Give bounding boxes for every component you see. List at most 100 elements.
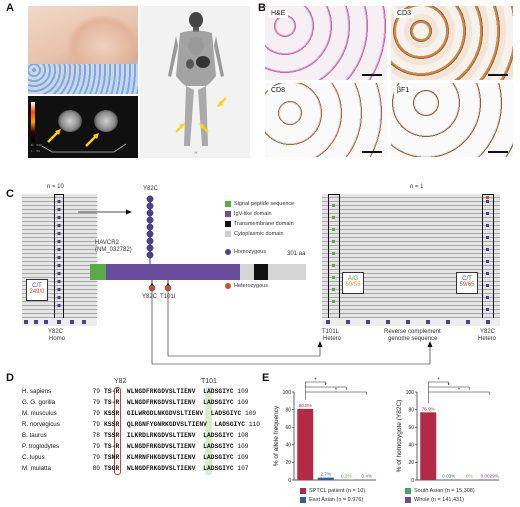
ct-arrows: [41, 129, 127, 153]
ct-colorbar: [31, 102, 35, 142]
left-n-label: n = 10: [47, 184, 64, 190]
legend-swatch-cytoplasmic: [225, 231, 231, 237]
y-tick-label: 0: [288, 478, 291, 484]
right-variant2-label: Y82C: [480, 329, 496, 335]
left-genotype: C/T: [32, 283, 42, 289]
alignment-row: G. G. gorilla 79 TS-R WLNGDFRKGDVSLTIENV L…: [22, 399, 249, 406]
homozygous-lollipop: [146, 195, 154, 266]
y-tick-label: 80: [285, 407, 291, 413]
legend-e-whole: Whole (n = 141,431): [405, 497, 464, 503]
reverse-complement-label: Reverse complement: [384, 329, 441, 335]
data-label: 0%: [466, 474, 473, 479]
panel-d-letter: D: [6, 372, 14, 384]
reverse-genome-label: genome sequence: [388, 336, 438, 342]
patterned-cloth: [28, 64, 138, 94]
right-variant-dots: [322, 196, 500, 326]
legend-homozygous: Homozygous: [225, 249, 266, 255]
left-variant-label: Y82C: [48, 329, 64, 335]
right-read-count-2: 59/65: [459, 282, 475, 288]
left-genotype-box: C/T 249/0: [26, 279, 48, 301]
ct-scan-image: W: 500 L: 50: [28, 96, 138, 158]
mucin-region: [240, 264, 254, 280]
cd8-scale-bar: [362, 151, 382, 153]
he-label: H&E: [268, 9, 289, 18]
significance-bracket: [305, 391, 367, 400]
data-label: 0.0029%: [481, 474, 499, 479]
left-variant-zygosity: Homo: [49, 336, 66, 342]
alignment-header-y82: Y82: [114, 378, 127, 385]
left-variant-dots: [22, 200, 97, 326]
pet-letter: H: [195, 150, 198, 155]
left-igv-alignment: C/T 249/0: [22, 194, 97, 326]
cd3-scale-bar: [488, 74, 508, 76]
het-variant-label-2: T101I: [160, 294, 176, 300]
right-variant2-zygosity: Hetero: [478, 336, 497, 342]
bf1-label: βF1: [394, 86, 413, 95]
gene-length: 301 aa: [287, 251, 306, 257]
y-tick-label: 0: [411, 478, 414, 484]
right-genotype-1: A/G: [347, 276, 359, 282]
cd8-label: CD8: [268, 86, 289, 95]
data-label: 76.9%: [422, 406, 435, 411]
left-read-count: 249/0: [29, 289, 45, 295]
significance-bracket: [305, 381, 326, 400]
legend-swatch-transmembrane: [225, 221, 231, 227]
significance-bracket: [428, 391, 490, 404]
legend-e-south-asian: South Asian (n = 15,308): [405, 488, 475, 494]
ct-scale-bottom: L: 50: [31, 150, 41, 153]
y-tick-label: 60: [408, 425, 414, 431]
significance-star: *: [448, 382, 451, 388]
panel-b-letter: B: [258, 2, 266, 14]
alignment-row: B. taurus 78 TSSR ILKRDLRKGDVSLTIENV LADSG…: [22, 432, 249, 439]
y-axis-label: % of homozygote (Y82C): [396, 400, 403, 473]
right-read-count-1: 59/55: [345, 282, 361, 288]
right-igv-alignment: A/G 59/55 C/T 59/65: [322, 194, 500, 326]
panel-a-letter: A: [6, 2, 14, 14]
legend-cytoplasmic: Cytoplasmic domain: [225, 231, 284, 237]
gene-accession: (NM_032782): [95, 247, 132, 253]
legend-e-east-asian: East Asian (n = 9,976): [300, 497, 363, 503]
data-label: 2.7%: [321, 472, 331, 477]
y-tick-label: 60: [285, 425, 291, 431]
y-tick-label: 40: [408, 443, 414, 449]
legend-igv: IgV-like domain: [225, 211, 272, 217]
cd3-stain-image: CD3: [391, 6, 513, 80]
legend-signal-peptide: Signal peptide sequence: [225, 201, 294, 207]
data-label: 80.8%: [299, 403, 312, 408]
ct-right-thigh: [94, 110, 118, 132]
signal-peptide-domain: [90, 264, 106, 280]
right-genotype-box-1: A/G 59/55: [342, 272, 364, 294]
legend-e-sptcl: SPTCL patient (n = 10): [300, 488, 365, 494]
transmembrane-domain: [254, 264, 268, 280]
data-label: 0.4%: [362, 474, 372, 479]
allele-frequency-chart: % of allele frequency 0 20 40 60 80 100 80.8% 2.…: [273, 377, 376, 484]
protein-domain-diagram: [90, 264, 306, 292]
homozygote-chart: % of homozygote (Y82C) 0 20 40 60 80 100 76.9% 0…: [396, 377, 499, 484]
igv-domain: [106, 264, 240, 280]
data-label: 0.2%: [341, 474, 351, 479]
t101-column-highlight: [205, 387, 212, 475]
bar: [317, 477, 334, 480]
significance-star: *: [335, 387, 338, 393]
het-variant-label-1: Y82C: [142, 294, 158, 300]
gene-name: HAVCR2: [95, 240, 119, 246]
alignment-row: R. norvegicus 79 KSSR QLRGNFYGNRKGDVSLTIEN…: [22, 421, 260, 428]
right-variant1-zygosity: Hetero: [323, 336, 342, 342]
alignment-header-t101: T101: [201, 378, 217, 385]
homo-variant-top-label: Y82C: [143, 186, 159, 192]
significance-bracket: [428, 381, 449, 404]
significance-star: *: [437, 377, 440, 383]
significance-bracket: [428, 386, 470, 404]
legend-dot-homozygous: [225, 249, 231, 255]
he-stain-image: H&E: [265, 6, 387, 80]
y-tick-label: 40: [285, 443, 291, 449]
legend-dot-heterozygous: [225, 283, 231, 289]
y82-column-highlight: [114, 387, 121, 475]
het-dot-t101i: [164, 284, 172, 292]
alignment-row: C. lupus 79 TSNR KLMRNFHKGDVSLTIENV LADSGI…: [22, 454, 249, 461]
bf1-scale-bar: [488, 151, 508, 153]
cd3-label: CD3: [394, 9, 415, 18]
legend-swatch-igv: [225, 211, 231, 217]
right-genotype-2: C/T: [462, 276, 472, 282]
panel-c-letter: C: [6, 188, 14, 200]
